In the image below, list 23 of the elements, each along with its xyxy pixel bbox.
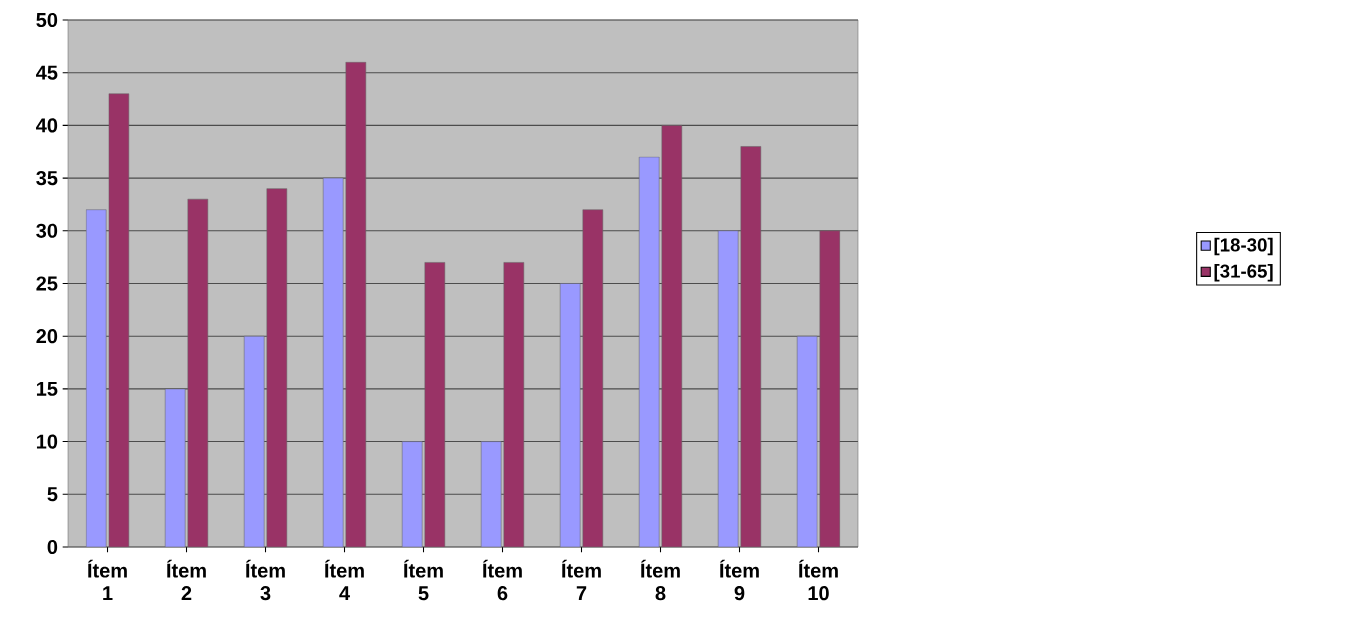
- x-tick-label: Ítem 5: [403, 559, 443, 601]
- y-tick-label: 5: [47, 487, 58, 502]
- legend-label: [31-65]: [1214, 264, 1273, 282]
- y-tick-label: 10: [36, 434, 58, 449]
- x-tick-label: Ítem 9: [719, 559, 759, 601]
- y-tick-label: 50: [36, 12, 58, 28]
- y-tick-label: 45: [36, 65, 58, 80]
- x-tick-label: Ítem 1: [87, 559, 127, 601]
- legend-label: [18-30]: [1214, 237, 1273, 256]
- y-tick-label: 0: [47, 539, 58, 555]
- y-tick-label: 15: [36, 381, 58, 396]
- x-tick-label: Ítem 2: [166, 559, 206, 601]
- x-tick-label: Ítem 8: [640, 559, 680, 601]
- y-tick-label: 40: [36, 118, 58, 133]
- x-tick-label: Ítem 10: [798, 559, 838, 601]
- y-tick-label: 20: [36, 329, 58, 344]
- y-tick-label: 25: [36, 276, 58, 291]
- x-tick-label: Ítem 7: [561, 559, 601, 601]
- y-tick-label: 30: [36, 223, 58, 238]
- x-tick-label: Ítem 4: [324, 559, 364, 601]
- x-tick-label: Ítem 3: [245, 559, 285, 601]
- x-tick-label: Ítem 6: [482, 559, 522, 601]
- y-tick-label: 35: [36, 170, 58, 186]
